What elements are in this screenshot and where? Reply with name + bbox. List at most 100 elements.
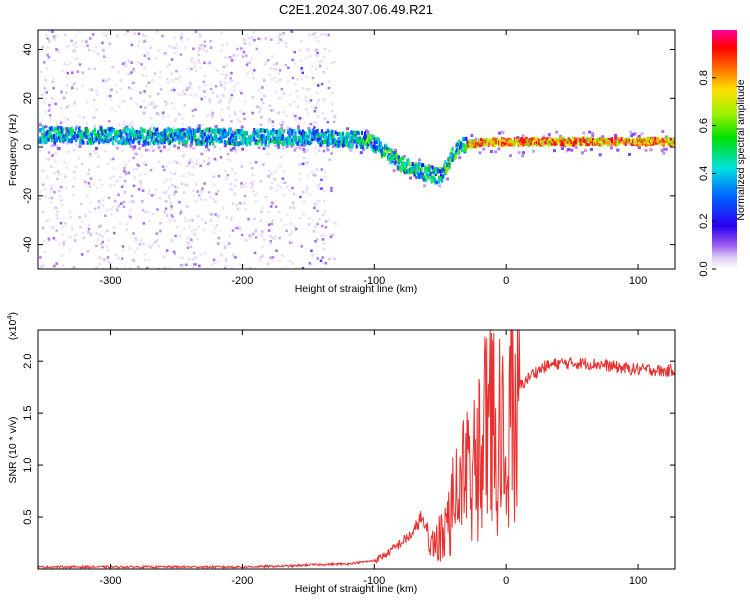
noise-speckle (104, 214, 107, 217)
spectrogram-x-tick-label: -200 (231, 275, 253, 287)
spectrogram-y-tick-label: -40 (22, 237, 34, 253)
ridge-cell (351, 144, 354, 149)
noise-speckle (233, 84, 236, 88)
noise-speckle (289, 206, 292, 209)
noise-speckle (150, 194, 154, 197)
noise-speckle (220, 31, 223, 35)
ridge-cell (128, 131, 131, 136)
noise-speckle (168, 161, 171, 165)
ridge-cell (375, 140, 378, 144)
noise-speckle (45, 91, 48, 94)
noise-speckle (44, 110, 48, 114)
noise-speckle (143, 54, 146, 57)
halo-speckle (123, 138, 127, 141)
noise-speckle (99, 178, 102, 182)
ridge-cell (636, 137, 639, 141)
ridge-cell (448, 164, 451, 169)
ridge-cell (206, 127, 209, 132)
noise-speckle (194, 200, 197, 203)
noise-speckle (295, 118, 298, 121)
ridge-cell (591, 138, 595, 141)
halo-speckle (214, 125, 218, 128)
noise-speckle (299, 59, 303, 63)
noise-speckle (168, 44, 171, 48)
noise-speckle (317, 84, 320, 87)
snr-multiplier-exponent: 4 (5, 315, 14, 319)
noise-speckle (291, 76, 295, 80)
halo-speckle (616, 148, 620, 152)
noise-speckle (159, 149, 163, 153)
noise-speckle (147, 192, 151, 195)
noise-speckle (186, 66, 190, 70)
noise-speckle (159, 229, 162, 233)
halo-speckle (359, 151, 363, 155)
ridge-cell (163, 128, 166, 133)
colorbar-tick-label: 0.2 (698, 214, 710, 229)
noise-speckle (120, 202, 123, 205)
ridge-cell (547, 143, 550, 147)
noise-speckle (188, 147, 192, 150)
noise-speckle (328, 158, 331, 161)
noise-speckle (293, 51, 296, 54)
ridge-cell (73, 131, 77, 136)
noise-speckle (165, 190, 168, 193)
noise-speckle (264, 61, 268, 64)
ridge-cell (248, 135, 251, 140)
noise-speckle (128, 213, 131, 217)
noise-speckle (208, 126, 212, 129)
noise-speckle (102, 204, 105, 207)
noise-speckle (97, 52, 100, 55)
noise-speckle (305, 108, 308, 111)
ridge-cell (341, 143, 345, 148)
spectrogram-y-tick-label: 0 (22, 144, 34, 150)
noise-speckle (199, 198, 203, 201)
noise-speckle (263, 79, 266, 82)
noise-speckle (132, 232, 135, 235)
noise-speckle (278, 236, 281, 240)
ridge-cell (304, 131, 308, 136)
halo-speckle (418, 158, 421, 162)
ridge-cell (520, 142, 523, 145)
noise-speckle (270, 201, 274, 204)
noise-speckle (38, 125, 41, 128)
ridge-cell (245, 142, 248, 147)
noise-speckle (203, 40, 207, 43)
noise-speckle (307, 87, 311, 91)
noise-speckle (73, 100, 76, 103)
noise-speckle (306, 188, 309, 191)
snr-y-tick-label: 0.5 (22, 509, 34, 524)
noise-speckle (279, 164, 282, 168)
noise-speckle (315, 48, 318, 52)
noise-speckle (127, 72, 130, 76)
noise-speckle (289, 103, 292, 106)
noise-speckle (270, 181, 273, 184)
noise-speckle (186, 164, 190, 167)
ridge-cell (176, 136, 179, 141)
ridge-cell (104, 129, 107, 134)
snr-y-ticks: 0.51.01.52.0 (22, 354, 675, 525)
noise-speckle (93, 67, 96, 70)
noise-speckle (121, 249, 125, 252)
noise-speckle (185, 86, 189, 90)
ridge-cell (120, 131, 123, 136)
noise-speckle (81, 231, 84, 235)
noise-speckle (192, 47, 195, 50)
noise-speckle (61, 69, 64, 73)
noise-speckle (262, 101, 265, 105)
ridge-cell (241, 141, 244, 146)
noise-speckle (290, 232, 293, 236)
noise-speckle (218, 147, 222, 151)
noise-speckle (292, 206, 296, 210)
ridge-cell (45, 134, 48, 139)
noise-speckle (321, 112, 325, 115)
noise-speckle (92, 116, 96, 119)
halo-speckle (478, 151, 482, 155)
noise-speckle (166, 101, 169, 105)
noise-speckle (118, 105, 121, 108)
ridge-cell (571, 136, 575, 140)
noise-speckle (120, 185, 124, 189)
ridge-cell (74, 126, 78, 131)
noise-speckle (87, 230, 90, 234)
noise-speckle (78, 115, 81, 118)
halo-speckle (489, 150, 493, 153)
